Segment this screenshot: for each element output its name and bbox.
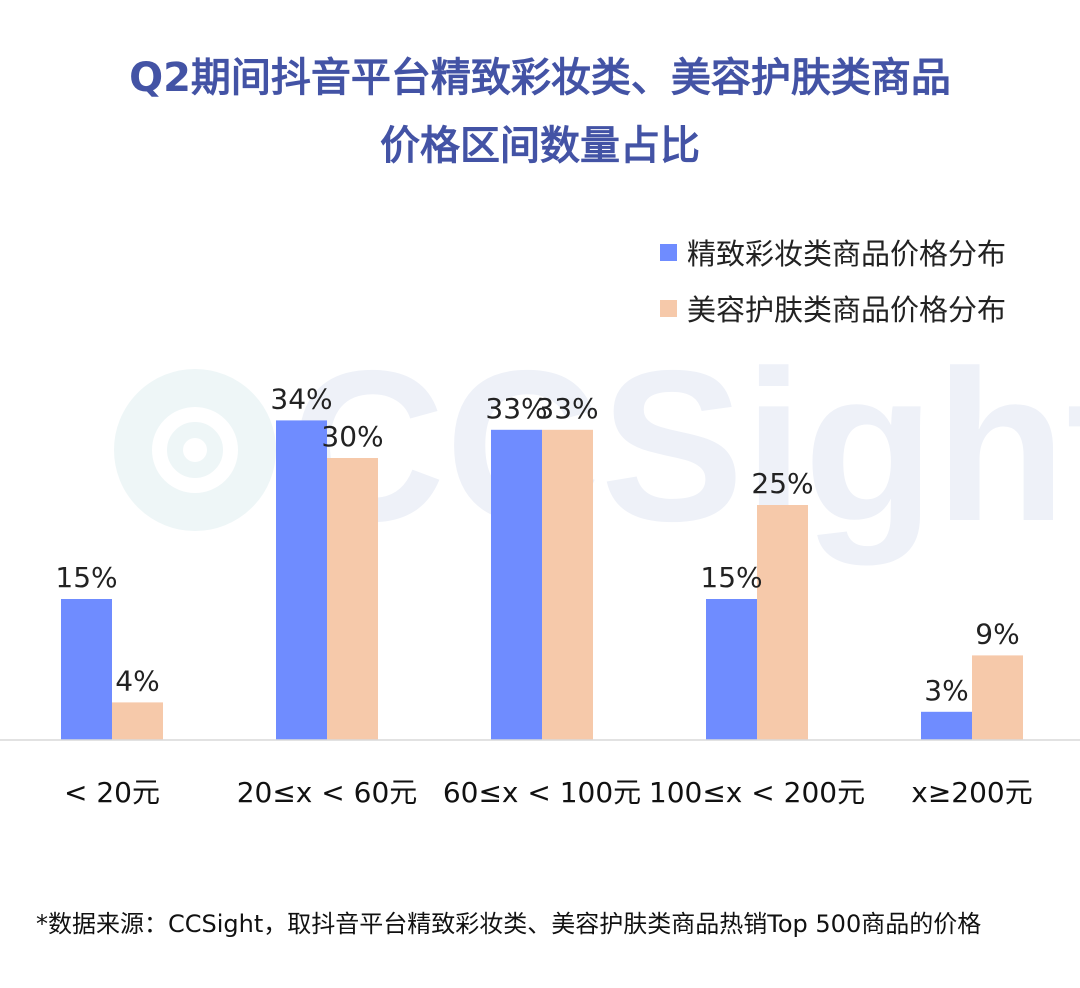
legend-item-series2: 美容护肤类商品价格分布 (660, 288, 1006, 328)
data-label-series2-3: 25% (751, 467, 813, 500)
data-label-series1-4: 3% (924, 674, 968, 707)
x-tick-label-2: 60≤x < 100元 (443, 776, 641, 809)
bar-series1-2 (491, 429, 542, 740)
bar-chart: CCSight 15% 4% < 20元 34% 30% 20≤x < 60元 33%33%… (0, 325, 1080, 809)
data-label-series1-2: 33% (485, 392, 547, 425)
bar-series2-4 (972, 655, 1023, 740)
x-tick-label-0: < 20元 (64, 776, 160, 809)
bar-series1-1 (276, 420, 327, 740)
bar-series1-3 (706, 599, 757, 740)
bar-series1-4 (921, 711, 972, 740)
legend-swatch-series1 (660, 243, 677, 261)
watermark-logo: CCSight (114, 325, 1080, 566)
bar-series2-3 (757, 505, 808, 740)
legend-swatch-series2 (660, 299, 677, 317)
data-label-series2-2: 33% (536, 392, 598, 425)
legend-item-series1: 精致彩妆类商品价格分布 (660, 232, 1006, 272)
bar-series2-0 (112, 702, 163, 740)
footnote: *数据来源：CCSight，取抖音平台精致彩妆类、美容护肤类商品热销Top 50… (36, 910, 982, 938)
bar-series1-0 (61, 599, 112, 740)
data-label-series1-0: 15% (55, 561, 117, 594)
data-label-series2-0: 4% (115, 664, 159, 697)
chart-title-line2: 价格区间数量占比 (380, 123, 700, 169)
bar-series2-2 (542, 429, 593, 740)
bar-series2-1 (327, 458, 378, 740)
legend-label-series2: 美容护肤类商品价格分布 (687, 293, 1007, 327)
data-label-series1-3: 15% (700, 561, 762, 594)
data-label-series2-4: 9% (975, 617, 1019, 650)
data-label-series1-1: 34% (270, 382, 332, 415)
chart-title-line1: Q2期间抖音平台精致彩妆类、美容护肤类商品 (129, 55, 951, 101)
watermark-text: CCSight (290, 325, 1080, 566)
x-tick-label-1: 20≤x < 60元 (237, 776, 418, 809)
x-tick-label-4: x≥200元 (911, 776, 1032, 809)
legend-label-series1: 精致彩妆类商品价格分布 (687, 237, 1007, 271)
data-label-series2-1: 30% (321, 420, 383, 453)
x-tick-label-3: 100≤x < 200元 (649, 776, 865, 809)
